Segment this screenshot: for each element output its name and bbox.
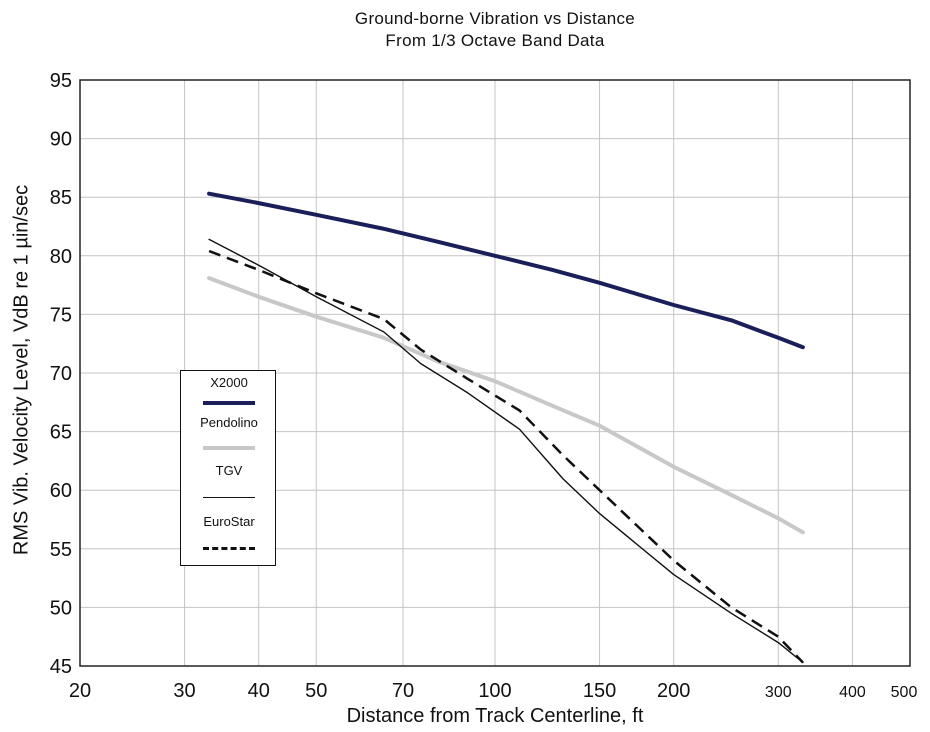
y-tick-label: 70 — [50, 363, 72, 385]
x-tick-label: 200 — [657, 680, 690, 702]
x-tick-label: 300 — [765, 684, 792, 701]
x-tick-label: 400 — [839, 684, 866, 701]
x-tick-label: 30 — [173, 680, 195, 702]
legend: X2000 Pendolino TGV EuroStar — [180, 370, 276, 566]
y-tick-label: 60 — [50, 480, 72, 502]
series-layer — [207, 191, 805, 664]
legend-swatch-tgv — [203, 497, 255, 498]
y-axis-ticks: 45 50 55 60 65 70 75 80 85 90 95 — [50, 70, 72, 678]
y-tick-label: 75 — [50, 304, 72, 326]
y-tick-label: 65 — [50, 422, 72, 444]
legend-swatch-x2000 — [203, 401, 255, 405]
y-tick-label: 50 — [50, 597, 72, 619]
x-tick-label: 40 — [248, 680, 270, 702]
series-line-x2000 — [207, 191, 805, 350]
y-tick-label: 95 — [50, 70, 72, 92]
plot-frame — [79, 79, 911, 667]
chart-subtitle: From 1/3 Octave Band Data — [385, 31, 605, 50]
y-tick-label: 55 — [50, 539, 72, 561]
legend-label-x2000: X2000 — [210, 375, 248, 390]
series-line-tgv — [208, 238, 804, 664]
x-axis-label: Distance from Track Centerline, ft — [346, 705, 644, 727]
x-tick-label: 150 — [583, 680, 616, 702]
legend-label-eurostar: EuroStar — [203, 514, 255, 529]
series-line-pendolino — [207, 276, 805, 535]
legend-swatch-pendolino — [203, 446, 255, 450]
x-tick-label: 50 — [305, 680, 327, 702]
x-tick-label: 70 — [392, 680, 414, 702]
x-axis-ticks: 20 30 40 50 70 100 150 200 300 400 500 — [69, 680, 918, 702]
y-tick-label: 90 — [50, 129, 72, 151]
y-tick-label: 85 — [50, 187, 72, 209]
series-line-eurostar — [208, 249, 804, 664]
chart-title: Ground-borne Vibration vs Distance — [354, 9, 636, 28]
x-tick-label: 100 — [478, 680, 511, 702]
legend-label-tgv: TGV — [215, 463, 243, 478]
y-axis-label: RMS Vib. Velocity Level, VdB re 1 µin/se… — [10, 184, 33, 556]
legend-label-pendolino: Pendolino — [200, 415, 258, 430]
y-tick-label: 45 — [50, 656, 72, 678]
y-tick-label: 80 — [50, 246, 72, 268]
legend-swatch-eurostar — [203, 547, 255, 550]
x-tick-label: 500 — [891, 684, 918, 701]
x-tick-label: 20 — [69, 680, 91, 702]
